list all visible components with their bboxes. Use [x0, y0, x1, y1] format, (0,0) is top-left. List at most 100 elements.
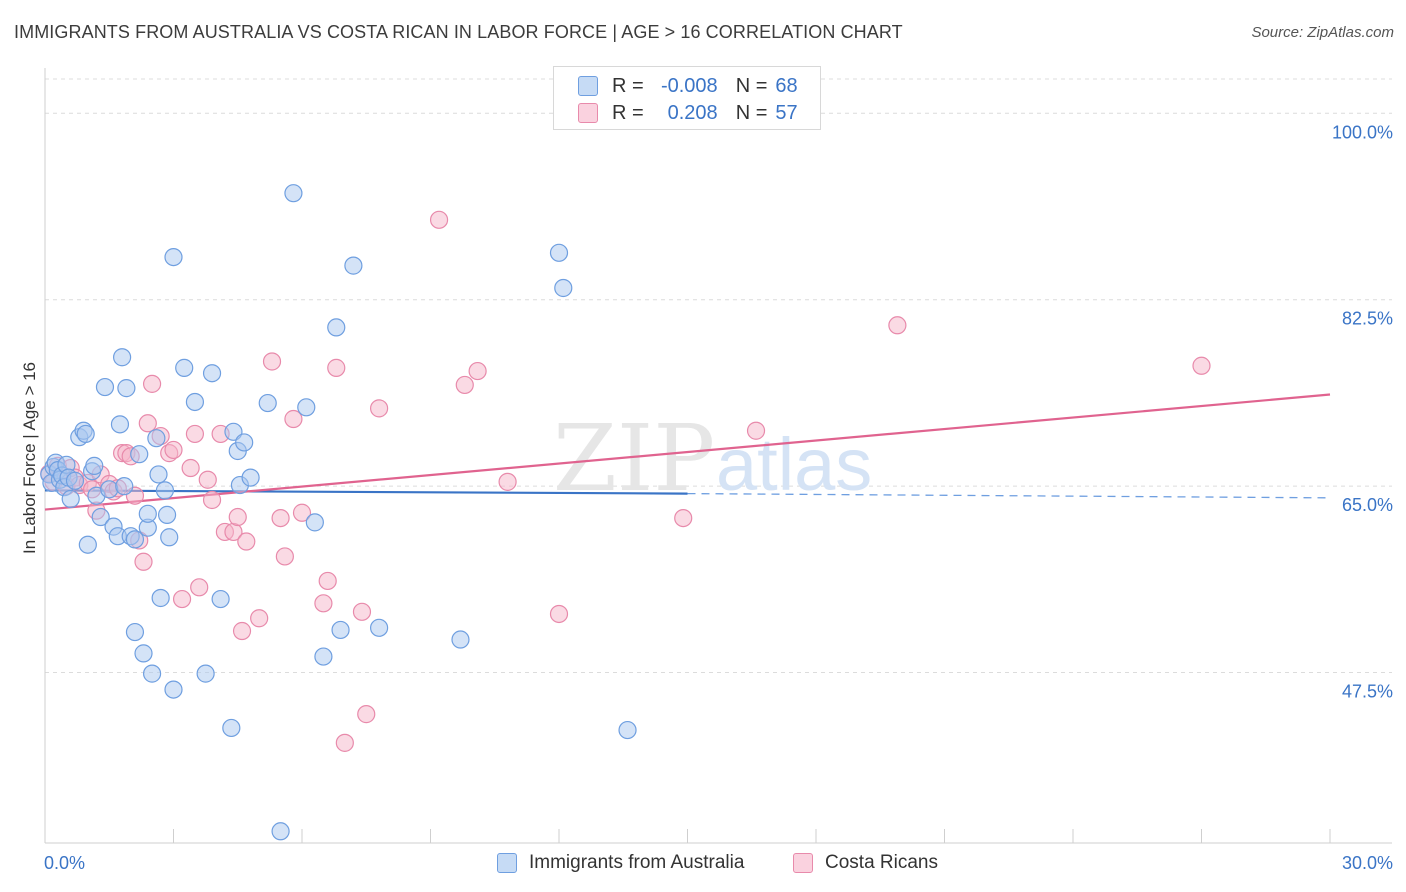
data-point-costa-ricans	[335, 733, 354, 752]
data-point-australia	[112, 348, 132, 367]
y-tick-label: 47.5%	[1342, 682, 1393, 702]
data-point-australia	[91, 507, 110, 527]
data-point-australia	[85, 456, 104, 475]
data-point-australia	[151, 588, 170, 608]
data-point-australia	[451, 630, 470, 649]
data-point-australia	[115, 477, 134, 496]
data-point-costa-ricans	[1192, 356, 1211, 375]
data-point-costa-ricans	[250, 609, 269, 628]
series-legend: Immigrants from Australia Costa Ricans	[0, 852, 1406, 878]
data-point-australia	[100, 480, 119, 499]
data-point-australia	[344, 256, 363, 275]
data-point-costa-ricans	[284, 409, 303, 429]
data-point-costa-ricans	[138, 414, 157, 433]
data-point-costa-ricans	[674, 508, 693, 528]
data-point-australia	[222, 718, 241, 738]
data-point-costa-ricans	[232, 621, 252, 641]
trend-line-australia	[44, 489, 688, 495]
watermark-atlas: atlas	[716, 423, 872, 506]
axes	[44, 68, 1392, 844]
data-point-australia	[331, 620, 350, 640]
data-point-costa-ricans	[237, 532, 256, 551]
watermark-zip: ZIP	[553, 405, 715, 512]
legend-swatch-blue	[578, 76, 598, 96]
data-point-costa-ricans	[429, 210, 449, 229]
legend-n-label: N =	[735, 101, 768, 124]
legend-n-value: 57	[775, 101, 798, 124]
trend-line-australia-extension	[687, 492, 1331, 499]
data-point-australia	[258, 393, 277, 413]
data-point-australia	[78, 535, 97, 554]
y-axis-label: In Labor Force | Age > 16	[20, 362, 39, 554]
legend-row-australia: R = -0.008 N = 68	[578, 74, 798, 98]
data-point-costa-ricans	[271, 508, 290, 528]
data-point-costa-ricans	[142, 374, 162, 393]
legend-r-value: 0.208	[667, 101, 718, 124]
data-point-costa-ricans	[275, 547, 294, 566]
data-point-costa-ricans	[172, 589, 192, 609]
data-point-costa-ricans	[314, 594, 333, 613]
x-tick-label-min: 0.0%	[44, 853, 85, 873]
data-point-australia	[149, 465, 168, 484]
data-point-costa-ricans	[370, 399, 389, 418]
data-point-australia	[196, 664, 215, 683]
data-point-costa-ricans	[185, 424, 205, 444]
data-point-costa-ricans	[455, 375, 474, 395]
legend-row-costa-ricans: R = 0.208 N = 57	[578, 101, 798, 125]
data-point-costa-ricans	[549, 604, 569, 624]
data-point-costa-ricans	[181, 458, 200, 478]
data-point-australia	[138, 504, 157, 523]
legend-item-costa-ricans[interactable]: Costa Ricans	[793, 852, 938, 874]
data-point-costa-ricans	[262, 352, 282, 371]
data-point-australia	[314, 647, 333, 666]
data-point-australia	[271, 822, 290, 841]
grid-lines	[45, 78, 1392, 674]
data-point-australia	[117, 379, 136, 398]
data-point-australia	[65, 471, 85, 490]
legend-label-australia: Immigrants from Australia	[529, 852, 745, 873]
data-point-australia	[211, 589, 230, 609]
data-point-costa-ricans	[498, 472, 517, 491]
data-point-australia	[125, 622, 145, 642]
data-point-costa-ricans	[318, 571, 337, 591]
y-axis-label-group: In Labor Force | Age > 16	[20, 362, 39, 554]
data-point-costa-ricans	[292, 503, 312, 522]
legend-r-label: R =	[612, 74, 644, 97]
data-point-australia	[549, 243, 569, 262]
correlation-legend: R = -0.008 N = 68 R = 0.208 N = 57	[553, 66, 821, 130]
data-point-australia	[134, 644, 153, 663]
legend-item-australia[interactable]: Immigrants from Australia	[497, 852, 744, 874]
data-point-australia	[95, 377, 115, 397]
source-label: Source: ZipAtlas.com	[1251, 24, 1394, 41]
data-point-australia	[61, 489, 80, 509]
y-tick-label: 65.0%	[1342, 495, 1393, 515]
data-point-costa-ricans	[327, 358, 346, 377]
data-point-costa-ricans	[202, 490, 222, 510]
legend-swatch-pink	[793, 853, 813, 873]
chart-title: IMMIGRANTS FROM AUSTRALIA VS COSTA RICAN…	[14, 22, 903, 42]
data-point-australia	[142, 664, 162, 683]
data-point-costa-ricans	[134, 552, 153, 571]
data-point-australia	[130, 445, 149, 464]
data-point-costa-ricans	[198, 470, 217, 489]
data-point-australia	[125, 530, 145, 549]
y-tick-label: 100.0%	[1332, 122, 1393, 142]
data-point-costa-ricans	[190, 578, 209, 597]
data-point-australia	[202, 364, 222, 383]
y-tick-label: 82.5%	[1342, 309, 1393, 329]
data-point-australia	[235, 433, 254, 452]
data-point-australia	[160, 528, 179, 547]
data-point-australia	[370, 618, 389, 637]
data-point-costa-ricans	[888, 316, 907, 335]
legend-n-value: 68	[775, 74, 798, 97]
data-point-australia	[175, 358, 194, 377]
data-point-australia	[164, 247, 183, 267]
x-tick-label-max: 30.0%	[1342, 853, 1393, 873]
trend-lines	[44, 393, 1331, 511]
data-point-australia	[284, 184, 303, 203]
data-point-australia	[185, 392, 205, 412]
data-point-australia	[618, 720, 637, 740]
trend-line-costa-ricans	[44, 393, 1331, 511]
legend-r-value: -0.008	[660, 74, 718, 97]
